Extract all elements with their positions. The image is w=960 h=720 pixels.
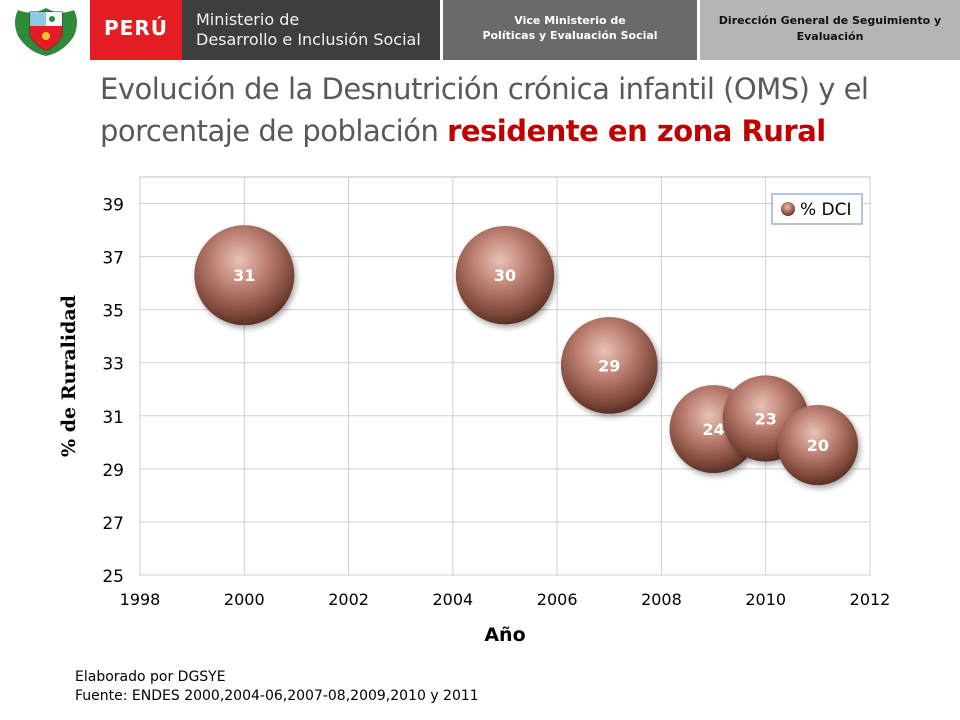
y-tick-label: 37 bbox=[102, 249, 124, 269]
y-tick-label: 25 bbox=[102, 567, 124, 587]
y-tick-label: 27 bbox=[102, 514, 124, 534]
bubble-label: 23 bbox=[755, 409, 777, 428]
y-tick-label: 33 bbox=[102, 355, 124, 375]
x-tick-label: 2000 bbox=[224, 590, 265, 609]
header-vice-ministry: Vice Ministerio de Políticas y Evaluació… bbox=[446, 13, 694, 43]
legend-marker bbox=[781, 202, 795, 216]
title-text: Evolución de la Desnutrición crónica inf… bbox=[100, 72, 869, 148]
bubble-label: 30 bbox=[494, 266, 516, 285]
y-tick-label: 35 bbox=[102, 302, 124, 322]
header-ministry: Ministerio de Desarrollo e Inclusión Soc… bbox=[196, 10, 436, 50]
x-tick-label: 2006 bbox=[537, 590, 578, 609]
ministry-line-2: Desarrollo e Inclusión Social bbox=[196, 30, 421, 49]
header-peru-block bbox=[90, 0, 182, 60]
bubble-label: 20 bbox=[807, 436, 829, 455]
header-direction: Dirección General de Seguimiento y Evalu… bbox=[702, 13, 958, 45]
vice-line-1: Vice Ministerio de bbox=[514, 14, 626, 27]
ministry-line-1: Ministerio de bbox=[196, 10, 300, 29]
legend-label: % DCI bbox=[800, 200, 852, 220]
coat-of-arms-icon bbox=[15, 8, 77, 56]
header-ministry-block bbox=[182, 0, 440, 60]
bubble-label: 31 bbox=[233, 266, 255, 285]
x-tick-label: 1998 bbox=[120, 590, 161, 609]
x-tick-label: 2002 bbox=[328, 590, 369, 609]
header-country: PERÚ bbox=[104, 16, 168, 40]
y-tick-label: 31 bbox=[102, 408, 124, 428]
x-tick-label: 2008 bbox=[641, 590, 682, 609]
bubble bbox=[777, 404, 859, 486]
header-direction-block bbox=[700, 0, 960, 60]
chart-legend: % DCI bbox=[771, 193, 863, 225]
chart-bubbles: 31 30 29 24 23 20 bbox=[194, 225, 859, 486]
vice-line-2: Políticas y Evaluación Social bbox=[482, 29, 658, 42]
x-tick-label: 2010 bbox=[745, 590, 786, 609]
header-vice-block bbox=[443, 0, 697, 60]
bubble-label: 24 bbox=[702, 420, 724, 439]
bubble bbox=[455, 225, 555, 325]
y-tick-label: 29 bbox=[102, 461, 124, 481]
bubble-chart: 25 27 29 31 33 35 37 39 1998 2000 2002 2004 2006 2008… bbox=[58, 176, 890, 646]
footer: Elaborado por DGSYE Fuente: ENDES 2000,2… bbox=[75, 668, 479, 706]
x-axis-label: Año bbox=[484, 624, 525, 646]
direction-line-1: Dirección General de Seguimiento y bbox=[718, 14, 942, 27]
footer-source: Fuente: ENDES 2000,2004-06,2007-08,2009,… bbox=[75, 688, 479, 704]
page-title: Evolución de la Desnutrición crónica inf… bbox=[100, 68, 940, 152]
bubble-label: 29 bbox=[598, 356, 620, 375]
bubble bbox=[560, 317, 658, 414]
title-highlight: residente en zona Rural bbox=[447, 114, 826, 148]
y-axis-label: % de Ruralidad bbox=[58, 295, 80, 457]
footer-author: Elaborado por DGSYE bbox=[75, 669, 226, 685]
chart-axes: 25 27 29 31 33 35 37 39 1998 2000 2002 2004 2006 2008… bbox=[58, 196, 890, 646]
x-tick-label: 2012 bbox=[850, 590, 891, 609]
direction-line-2: Evaluación bbox=[796, 30, 864, 43]
x-tick-label: 2004 bbox=[432, 590, 473, 609]
y-tick-label: 39 bbox=[102, 196, 124, 216]
bubble bbox=[194, 225, 295, 326]
header-bar: PERÚ Ministerio de Desarrollo e Inclusió… bbox=[0, 0, 960, 60]
